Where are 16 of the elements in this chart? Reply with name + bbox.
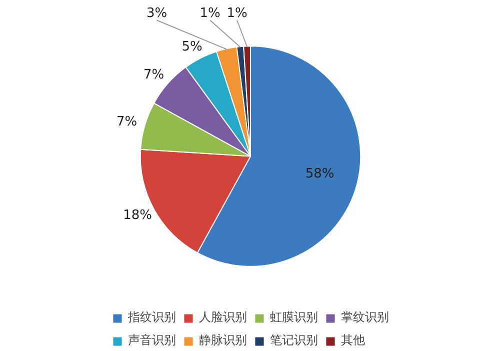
legend-label: 虹膜识别 xyxy=(270,309,318,326)
data-label: 5% xyxy=(182,39,202,54)
data-label: 1% xyxy=(200,6,220,22)
data-label: 3% xyxy=(146,6,168,22)
legend-label: 指纹识别 xyxy=(128,309,176,326)
data-label: 18% xyxy=(123,208,152,223)
data-label: 7% xyxy=(144,68,164,83)
legend-label: 笔记识别 xyxy=(270,332,318,349)
data-label: 58% xyxy=(305,166,334,182)
legend-label: 掌纹识别 xyxy=(341,309,389,326)
data-label: 1% xyxy=(226,6,248,22)
legend-label: 声音识别 xyxy=(128,332,176,349)
legend-label: 其他 xyxy=(341,332,365,349)
legend-label: 人脸识别 xyxy=(199,309,247,326)
data-label: 7% xyxy=(116,114,138,130)
legend-label: 静脉识别 xyxy=(199,332,247,349)
